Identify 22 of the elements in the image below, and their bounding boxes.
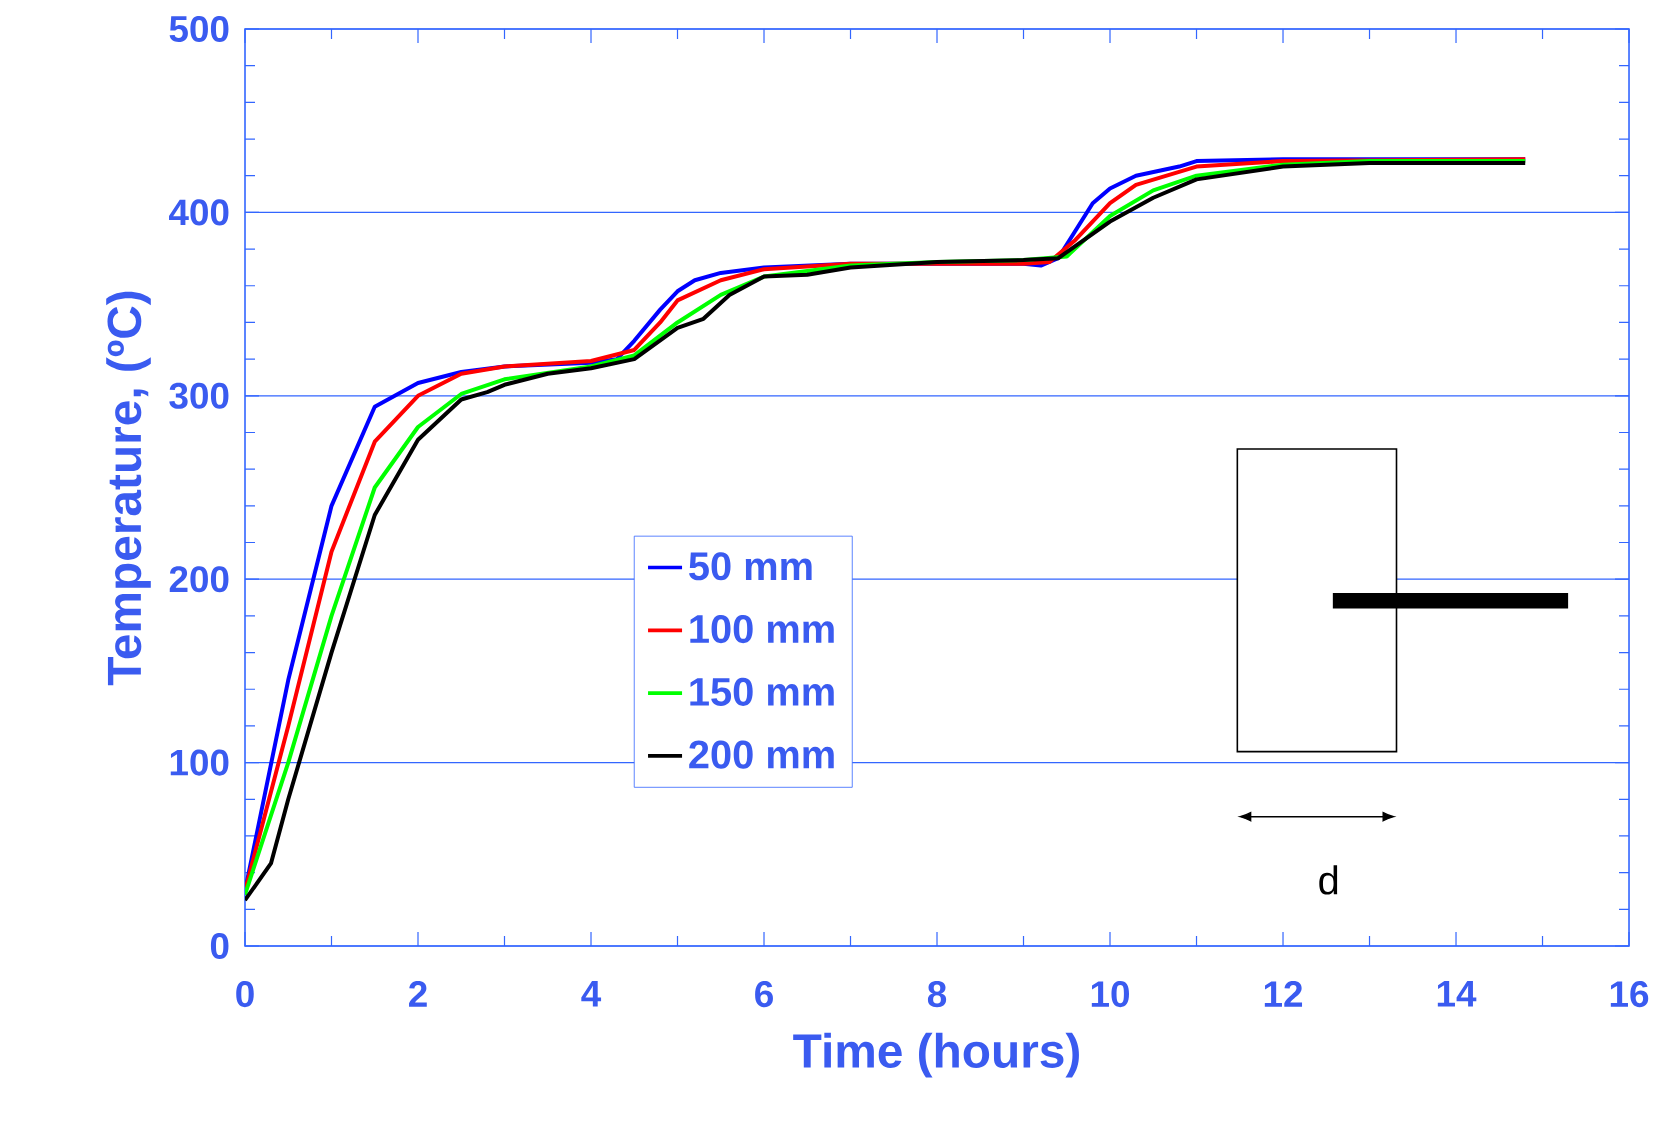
- legend-label: 50 mm: [689, 552, 812, 581]
- x-tick-label: 6: [755, 981, 773, 1008]
- y-tick-label: 0: [210, 932, 229, 960]
- x-tick-label: 0: [236, 981, 254, 1008]
- legend-label: 100 mm: [690, 614, 834, 644]
- y-tick-label: 300: [169, 382, 229, 409]
- x-tick-label: 8: [927, 981, 947, 1008]
- legend-label: 150 mm: [690, 677, 834, 706]
- x-tick-label: 12: [1264, 981, 1303, 1007]
- y-tick-label: 100: [170, 749, 229, 776]
- annotation: d: [1319, 865, 1338, 895]
- x-tick-label: 4: [581, 981, 602, 1007]
- x-tick-label: 10: [1091, 981, 1130, 1008]
- y-axis-title: Temperature, (ºC): [106, 291, 151, 686]
- x-tick-label: 2: [409, 981, 427, 1007]
- y-tick-label: 400: [169, 199, 229, 226]
- y-tick-label: 200: [169, 566, 229, 593]
- x-tick-label: 14: [1437, 981, 1477, 1007]
- legend-label: 200 mm: [689, 740, 834, 769]
- x-tick-label: 16: [1610, 981, 1649, 1008]
- y-tick-label: 500: [169, 15, 229, 43]
- x-axis-title: Time (hours): [793, 1032, 1079, 1078]
